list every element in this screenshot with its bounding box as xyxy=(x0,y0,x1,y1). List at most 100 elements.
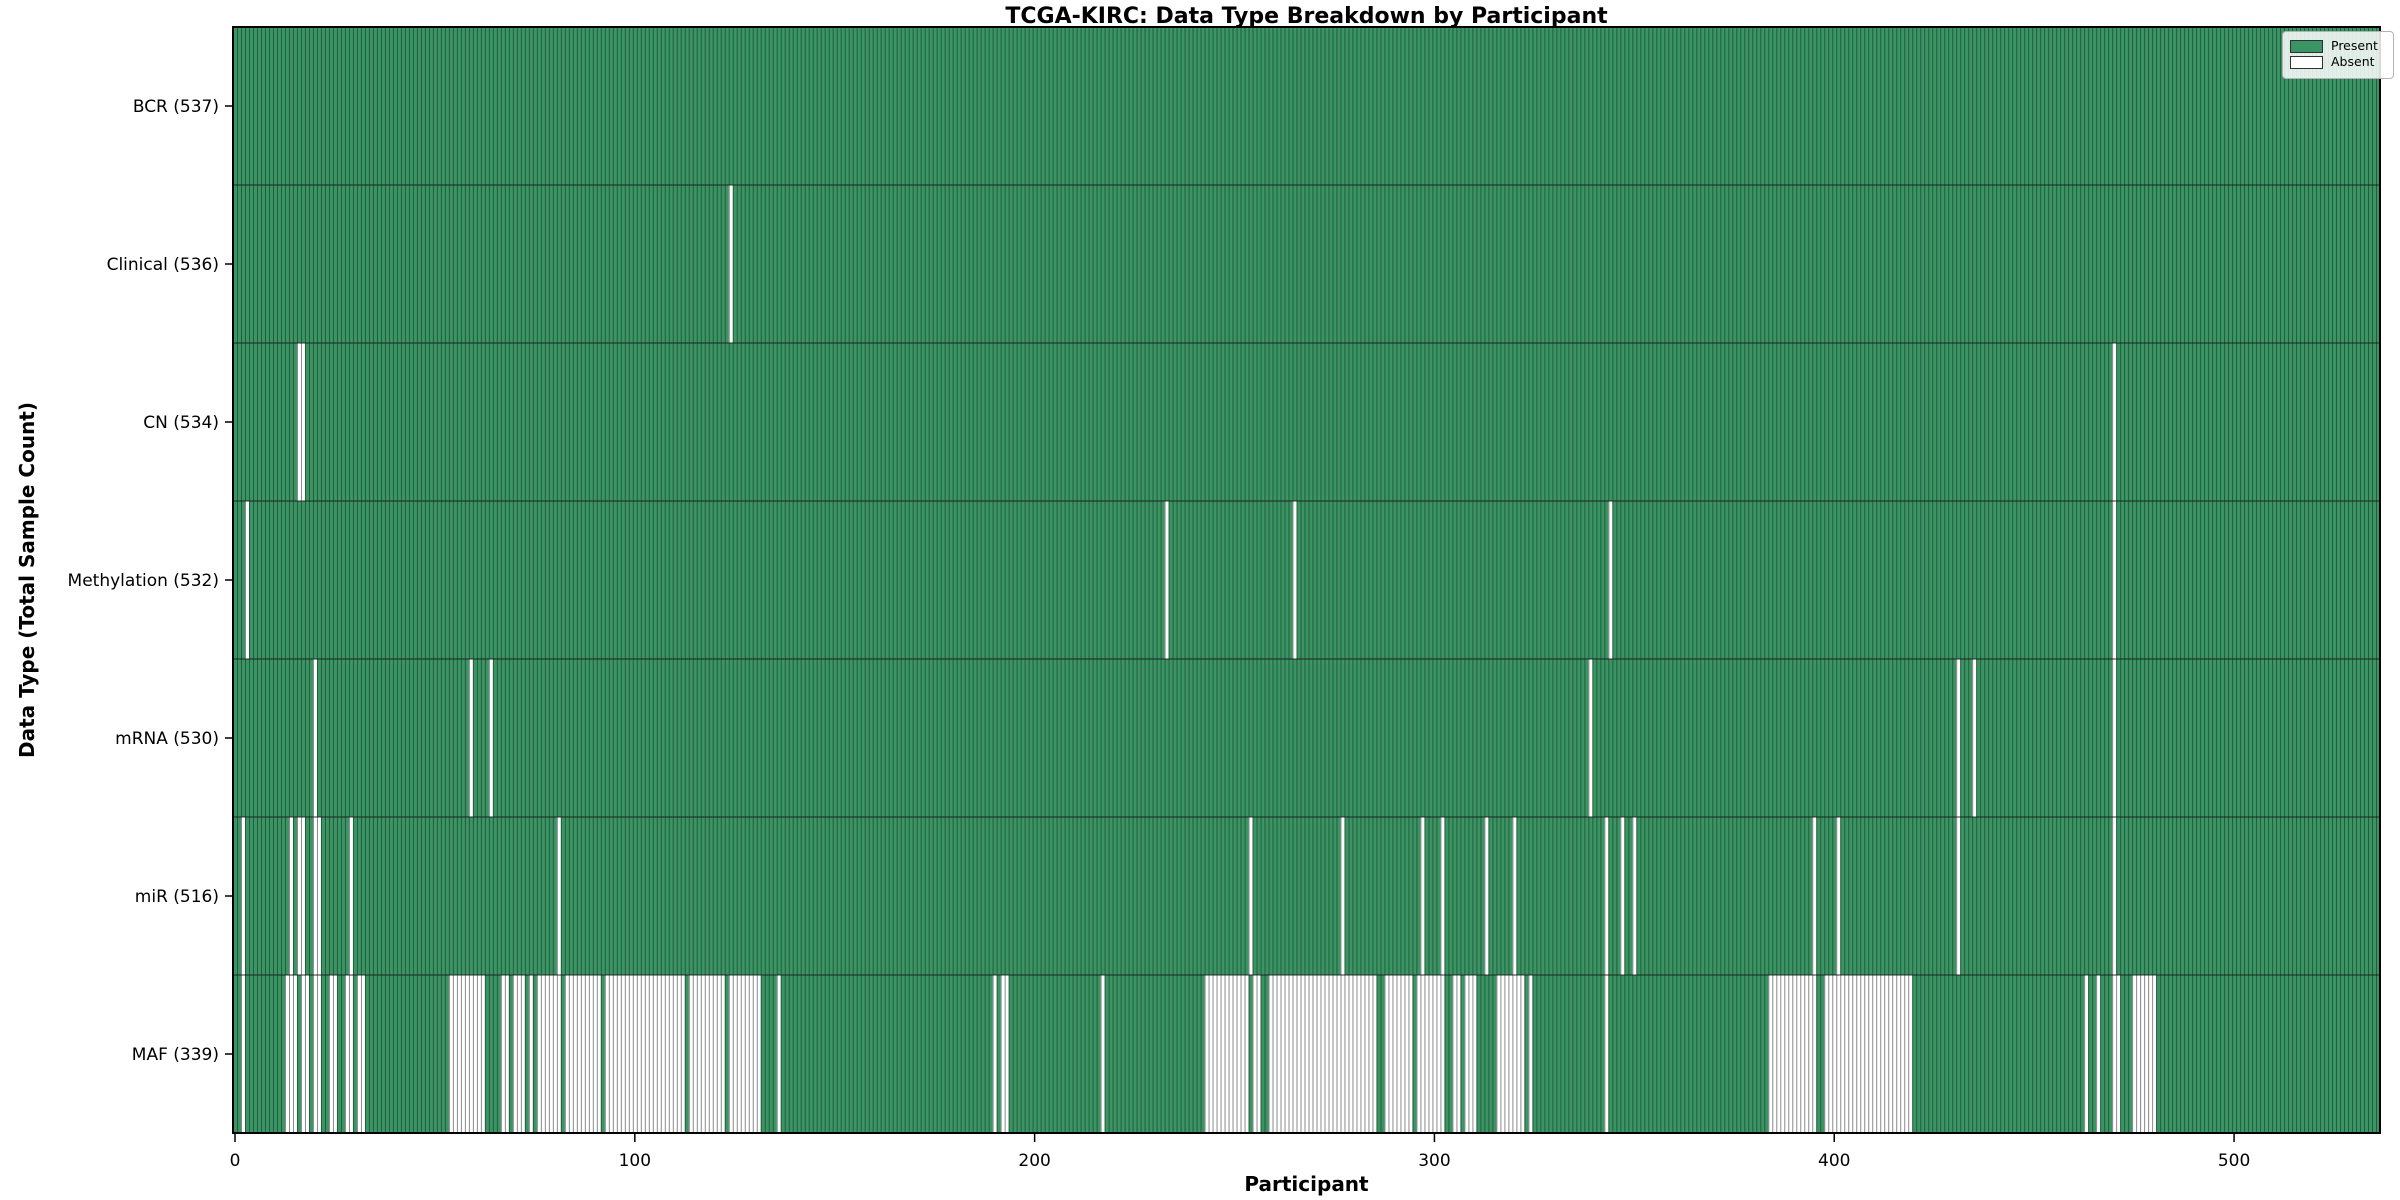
absent-stripe xyxy=(1248,817,1253,975)
absent-stripe xyxy=(1100,975,1105,1133)
absent-stripe xyxy=(244,501,249,659)
absent-stripe xyxy=(240,975,245,1133)
absent-stripe xyxy=(1464,975,1477,1133)
absent-swatch-icon xyxy=(2290,56,2323,69)
absent-stripe xyxy=(1812,817,1817,975)
absent-stripe xyxy=(1420,817,1425,975)
absent-stripe xyxy=(1164,501,1169,659)
row-methylation xyxy=(233,500,2380,659)
absent-stripe xyxy=(512,975,525,1133)
x-tick-label: 0 xyxy=(230,1151,241,1171)
absent-stripe xyxy=(2096,975,2101,1133)
absent-stripe xyxy=(344,975,353,1133)
absent-stripe xyxy=(2112,343,2117,501)
absent-stripe xyxy=(2140,975,2157,1133)
absent-stripe xyxy=(1292,501,1297,659)
absent-stripe xyxy=(300,975,309,1133)
absent-stripe xyxy=(536,975,561,1133)
absent-stripe xyxy=(1604,817,1609,975)
absent-stripe xyxy=(328,975,337,1133)
x-axis-label: Participant xyxy=(1244,1172,1369,1196)
absent-stripe xyxy=(1588,659,1593,817)
row-cn xyxy=(233,342,2380,501)
absent-stripe xyxy=(992,975,997,1133)
legend: Present Absent xyxy=(2282,31,2394,79)
absent-stripe xyxy=(1484,817,1489,975)
absent-stripe xyxy=(312,975,321,1133)
absent-stripe xyxy=(776,975,781,1133)
absent-stripe xyxy=(1000,975,1009,1133)
absent-stripe xyxy=(1632,817,1637,975)
absent-stripe xyxy=(556,817,561,975)
absent-stripe xyxy=(1252,975,1261,1133)
absent-stripe xyxy=(1972,659,1977,817)
legend-label-present: Present xyxy=(2331,38,2378,54)
legend-entry-present: Present xyxy=(2290,40,2385,53)
absent-stripe xyxy=(1340,817,1345,975)
absent-stripe xyxy=(1956,817,1961,975)
absent-stripe xyxy=(312,817,321,975)
y-tick-label-maf: MAF (339) xyxy=(132,1045,219,1065)
absent-stripe xyxy=(564,975,601,1133)
x-tick-label: 200 xyxy=(1018,1151,1050,1171)
absent-stripe xyxy=(296,343,305,501)
legend-label-absent: Absent xyxy=(2331,54,2375,70)
absent-stripe xyxy=(500,975,509,1133)
absent-stripe xyxy=(1620,817,1625,975)
absent-stripe xyxy=(688,975,725,1133)
absent-stripe xyxy=(2084,975,2089,1133)
absent-stripe xyxy=(356,975,365,1133)
absent-stripe xyxy=(1416,975,1445,1133)
absent-stripe xyxy=(604,975,685,1133)
absent-stripe xyxy=(1440,817,1445,975)
plot-border xyxy=(232,26,2381,1134)
y-tick-label-cn: CN (534) xyxy=(143,413,219,433)
absent-stripe xyxy=(528,975,533,1133)
absent-stripe xyxy=(2112,975,2121,1133)
chart-title: TCGA-KIRC: Data Type Breakdown by Partic… xyxy=(1005,4,1608,29)
absent-stripe xyxy=(2132,975,2141,1133)
absent-stripe xyxy=(284,975,297,1133)
absent-stripe xyxy=(1384,975,1413,1133)
row-clinical xyxy=(233,184,2380,343)
row-mir xyxy=(233,816,2380,975)
row-bcr xyxy=(233,27,2380,185)
present-swatch-icon xyxy=(2290,40,2323,53)
x-tick-label: 500 xyxy=(2218,1151,2250,1171)
absent-stripe xyxy=(1824,975,1913,1133)
y-tick-label-mir: miR (516) xyxy=(135,887,219,907)
absent-stripe xyxy=(448,975,485,1133)
absent-stripe xyxy=(1512,817,1517,975)
absent-stripe xyxy=(1836,817,1841,975)
absent-stripe xyxy=(296,817,305,975)
x-tick-label: 400 xyxy=(1818,1151,1850,1171)
y-tick-label-bcr: BCR (537) xyxy=(133,97,219,117)
absent-stripe xyxy=(488,659,493,817)
absent-stripe xyxy=(1768,975,1817,1133)
absent-stripe xyxy=(1956,659,1961,817)
absent-stripe xyxy=(728,185,733,343)
absent-stripe xyxy=(1204,975,1249,1133)
legend-entry-absent: Absent xyxy=(2290,56,2385,69)
row-mrna xyxy=(233,658,2380,817)
absent-stripe xyxy=(1452,975,1461,1133)
absent-stripe xyxy=(1528,975,1533,1133)
absent-stripe xyxy=(2112,501,2117,659)
absent-stripe xyxy=(348,817,353,975)
absent-stripe xyxy=(1496,975,1525,1133)
x-tick-label: 300 xyxy=(1418,1151,1450,1171)
y-tick-label-mrna: mRNA (530) xyxy=(115,729,219,749)
absent-stripe xyxy=(312,659,317,817)
absent-stripe xyxy=(1608,501,1613,659)
absent-stripe xyxy=(2112,659,2117,817)
absent-stripe xyxy=(1268,975,1377,1133)
row-maf xyxy=(233,974,2380,1133)
absent-stripe xyxy=(728,975,761,1133)
y-tick-label-methylation: Methylation (532) xyxy=(68,571,219,591)
x-tick-label: 100 xyxy=(619,1151,651,1171)
absent-stripe xyxy=(240,817,245,975)
absent-stripe xyxy=(288,817,293,975)
absent-stripe xyxy=(2112,817,2117,975)
